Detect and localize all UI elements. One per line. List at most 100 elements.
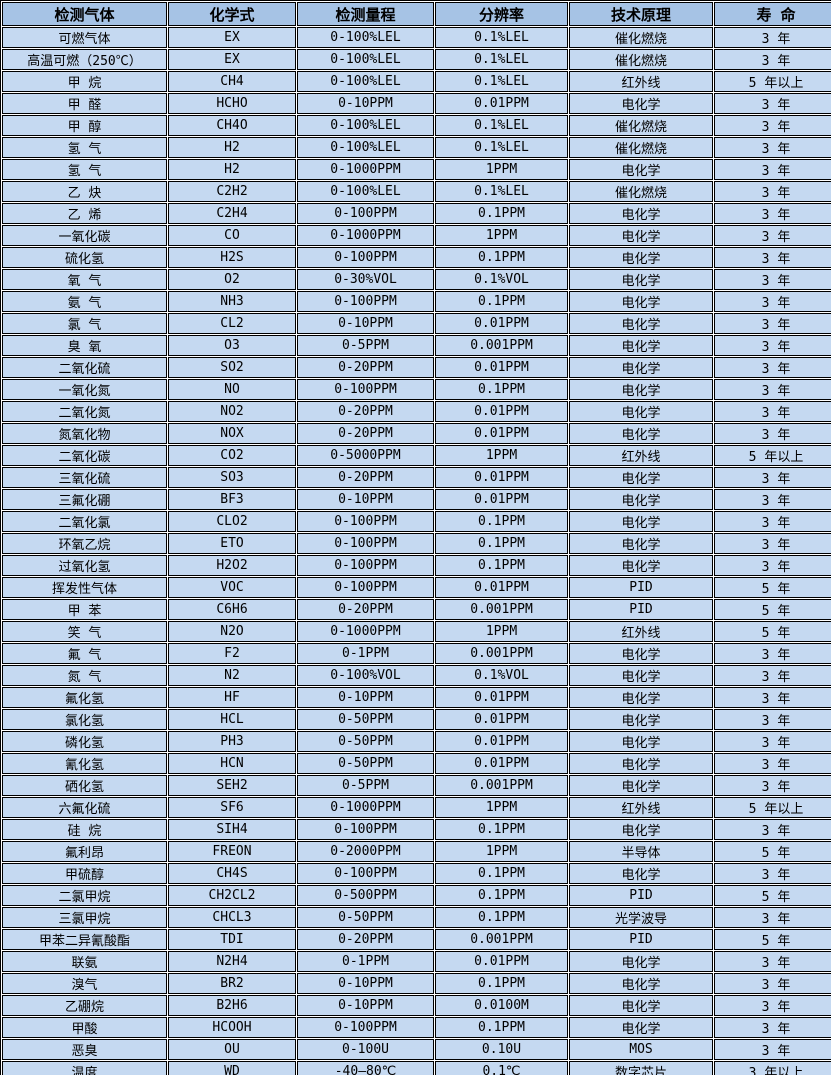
table-row: 三氯甲烷 CHCL3 0-50PPM 0.1PPM 光学波导 3 年 [2,907,831,928]
cell-range: 0-100PPM [297,819,434,840]
cell-formula: SEH2 [168,775,296,796]
cell-gas-name: 二氧化氯 [2,511,167,532]
cell-range: 0-100PPM [297,555,434,576]
cell-formula: HCHO [168,93,296,114]
cell-resolution: 0.1PPM [435,511,568,532]
cell-gas-name: 一氧化碳 [2,225,167,246]
cell-principle: 电化学 [569,643,713,664]
cell-resolution: 1PPM [435,797,568,818]
table-row: 氮氧化物 NOX 0-20PPM 0.01PPM 电化学 3 年 [2,423,831,444]
cell-resolution: 0.001PPM [435,643,568,664]
table-row: 二氧化氮 NO2 0-20PPM 0.01PPM 电化学 3 年 [2,401,831,422]
cell-formula: ETO [168,533,296,554]
table-row: 二氧化碳 CO2 0-5000PPM 1PPM 红外线 5 年以上 [2,445,831,466]
cell-range: 0-20PPM [297,467,434,488]
cell-lifespan: 3 年 [714,687,831,708]
cell-lifespan: 3 年 [714,379,831,400]
cell-gas-name: 二氯甲烷 [2,885,167,906]
cell-lifespan: 3 年 [714,753,831,774]
cell-gas-name: 氢 气 [2,137,167,158]
table-row: 挥发性气体 VOC 0-100PPM 0.01PPM PID 5 年 [2,577,831,598]
cell-principle: 电化学 [569,489,713,510]
cell-formula: H2 [168,159,296,180]
cell-formula: HCN [168,753,296,774]
cell-range: 0-100PPM [297,863,434,884]
cell-gas-name: 甲 烷 [2,71,167,92]
cell-gas-name: 三氟化硼 [2,489,167,510]
cell-range: 0-5PPM [297,775,434,796]
cell-resolution: 0.01PPM [435,423,568,444]
cell-resolution: 0.01PPM [435,951,568,972]
cell-range: 0-20PPM [297,423,434,444]
cell-gas-name: 氯化氢 [2,709,167,730]
cell-formula: HCOOH [168,1017,296,1038]
cell-gas-name: 氟 气 [2,643,167,664]
cell-formula: H2O2 [168,555,296,576]
table-row: 乙 炔 C2H2 0-100%LEL 0.1%LEL 催化燃烧 3 年 [2,181,831,202]
cell-resolution: 0.1%LEL [435,27,568,48]
cell-principle: PID [569,885,713,906]
table-row: 磷化氢 PH3 0-50PPM 0.01PPM 电化学 3 年 [2,731,831,752]
cell-range: 0-2000PPM [297,841,434,862]
cell-formula: O2 [168,269,296,290]
table-row: 恶臭 OU 0-100U 0.10U MOS 3 年 [2,1039,831,1060]
cell-lifespan: 3 年 [714,49,831,70]
cell-formula: OU [168,1039,296,1060]
cell-lifespan: 3 年 [714,137,831,158]
column-header-principle: 技术原理 [569,2,713,26]
cell-gas-name: 环氧乙烷 [2,533,167,554]
cell-lifespan: 3 年 [714,555,831,576]
cell-formula: NOX [168,423,296,444]
cell-resolution: 0.01PPM [435,709,568,730]
column-header-formula: 化学式 [168,2,296,26]
cell-resolution: 0.01PPM [435,93,568,114]
cell-resolution: 1PPM [435,225,568,246]
cell-gas-name: 恶臭 [2,1039,167,1060]
cell-range: 0-10PPM [297,489,434,510]
cell-resolution: 0.1PPM [435,819,568,840]
table-row: 甲 苯 C6H6 0-20PPM 0.001PPM PID 5 年 [2,599,831,620]
cell-lifespan: 3 年 [714,159,831,180]
cell-gas-name: 氮氧化物 [2,423,167,444]
cell-resolution: 0.01PPM [435,313,568,334]
cell-formula: CO [168,225,296,246]
cell-principle: 电化学 [569,753,713,774]
cell-range: 0-10PPM [297,687,434,708]
cell-range: -40—80℃ [297,1061,434,1075]
cell-lifespan: 3 年 [714,313,831,334]
column-header-resolution: 分辨率 [435,2,568,26]
cell-gas-name: 可燃气体 [2,27,167,48]
table-row: 硅 烷 SIH4 0-100PPM 0.1PPM 电化学 3 年 [2,819,831,840]
table-row: 高温可燃（250℃） EX 0-100%LEL 0.1%LEL 催化燃烧 3 年 [2,49,831,70]
table-row: 可燃气体 EX 0-100%LEL 0.1%LEL 催化燃烧 3 年 [2,27,831,48]
cell-resolution: 0.1PPM [435,863,568,884]
cell-range: 0-100PPM [297,291,434,312]
table-row: 甲苯二异氰酸酯 TDI 0-20PPM 0.001PPM PID 5 年 [2,929,831,950]
cell-gas-name: 硫化氢 [2,247,167,268]
cell-range: 0-20PPM [297,401,434,422]
cell-gas-name: 硒化氢 [2,775,167,796]
cell-principle: 红外线 [569,621,713,642]
table-row: 六氟化硫 SF6 0-1000PPM 1PPM 红外线 5 年以上 [2,797,831,818]
cell-formula: B2H6 [168,995,296,1016]
cell-principle: 电化学 [569,423,713,444]
cell-range: 0-100%LEL [297,137,434,158]
table-row: 一氧化碳 CO 0-1000PPM 1PPM 电化学 3 年 [2,225,831,246]
cell-range: 0-100PPM [297,379,434,400]
table-row: 二氧化氯 CLO2 0-100PPM 0.1PPM 电化学 3 年 [2,511,831,532]
cell-resolution: 0.1PPM [435,1017,568,1038]
cell-gas-name: 氯 气 [2,313,167,334]
cell-principle: 电化学 [569,1017,713,1038]
cell-range: 0-100U [297,1039,434,1060]
cell-lifespan: 3 年 [714,951,831,972]
cell-lifespan: 3 年 [714,467,831,488]
cell-resolution: 0.001PPM [435,599,568,620]
cell-range: 0-1000PPM [297,797,434,818]
cell-range: 0-100%LEL [297,27,434,48]
cell-gas-name: 甲苯二异氰酸酯 [2,929,167,950]
cell-principle: PID [569,599,713,620]
cell-gas-name: 氟化氢 [2,687,167,708]
table-row: 笑 气 N2O 0-1000PPM 1PPM 红外线 5 年 [2,621,831,642]
cell-gas-name: 二氧化碳 [2,445,167,466]
